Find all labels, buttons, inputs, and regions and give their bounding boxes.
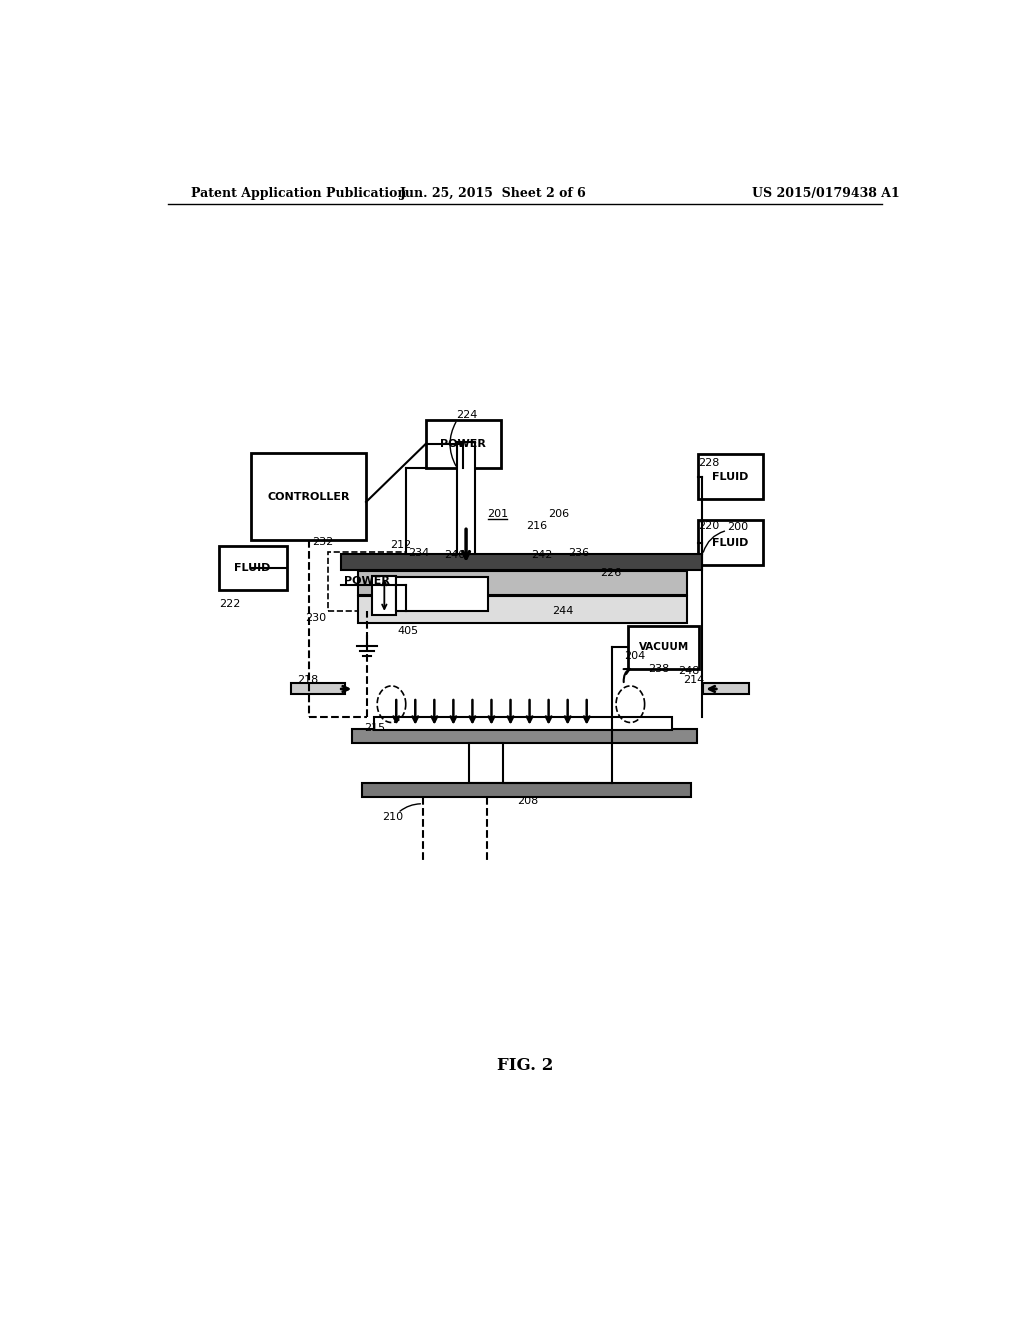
FancyBboxPatch shape (628, 626, 699, 669)
FancyBboxPatch shape (219, 545, 287, 590)
Text: POWER: POWER (344, 577, 390, 586)
FancyBboxPatch shape (251, 453, 367, 540)
Text: Patent Application Publication: Patent Application Publication (191, 187, 407, 201)
FancyBboxPatch shape (362, 784, 691, 797)
Text: 405: 405 (397, 626, 419, 636)
Text: 220: 220 (697, 521, 719, 532)
Text: 228: 228 (697, 458, 719, 469)
FancyBboxPatch shape (358, 572, 687, 595)
FancyBboxPatch shape (374, 718, 672, 730)
FancyBboxPatch shape (396, 577, 487, 611)
FancyBboxPatch shape (426, 420, 501, 469)
FancyBboxPatch shape (352, 729, 697, 743)
Text: 214: 214 (684, 675, 705, 685)
Text: Jun. 25, 2015  Sheet 2 of 6: Jun. 25, 2015 Sheet 2 of 6 (399, 187, 587, 201)
Text: 230: 230 (305, 612, 326, 623)
Text: 201: 201 (487, 510, 509, 519)
Text: 244: 244 (553, 606, 573, 615)
FancyBboxPatch shape (697, 520, 763, 565)
Text: POWER: POWER (440, 440, 485, 449)
Text: 222: 222 (219, 598, 241, 609)
FancyBboxPatch shape (358, 597, 687, 623)
Text: 216: 216 (526, 521, 548, 532)
FancyBboxPatch shape (697, 454, 763, 499)
Text: VACUUM: VACUUM (639, 643, 689, 652)
Text: CONTROLLER: CONTROLLER (267, 492, 350, 502)
Text: FLUID: FLUID (712, 537, 749, 548)
Text: 248: 248 (678, 665, 699, 676)
Text: 234: 234 (409, 548, 429, 558)
Text: 206: 206 (549, 510, 569, 519)
Text: 226: 226 (600, 568, 622, 578)
Text: 212: 212 (390, 540, 412, 549)
FancyBboxPatch shape (341, 554, 701, 570)
Text: 224: 224 (456, 409, 477, 420)
Text: 238: 238 (648, 664, 669, 673)
Text: 218: 218 (297, 675, 318, 685)
Text: FIG. 2: FIG. 2 (497, 1056, 553, 1073)
FancyBboxPatch shape (291, 682, 345, 694)
Text: 204: 204 (624, 652, 645, 661)
Text: 210: 210 (382, 812, 403, 822)
Text: 240: 240 (443, 550, 465, 560)
Text: 236: 236 (567, 548, 589, 558)
FancyBboxPatch shape (328, 552, 406, 611)
Text: FLUID: FLUID (712, 471, 749, 482)
Text: FLUID: FLUID (234, 564, 270, 573)
FancyBboxPatch shape (373, 576, 396, 615)
FancyBboxPatch shape (469, 743, 503, 784)
FancyBboxPatch shape (703, 682, 750, 694)
Text: 200: 200 (727, 523, 749, 532)
Text: 242: 242 (531, 550, 553, 560)
Text: 208: 208 (517, 796, 539, 805)
Text: 232: 232 (312, 537, 334, 546)
Text: 215: 215 (365, 722, 386, 733)
Text: US 2015/0179438 A1: US 2015/0179438 A1 (753, 187, 900, 201)
FancyBboxPatch shape (458, 442, 475, 554)
